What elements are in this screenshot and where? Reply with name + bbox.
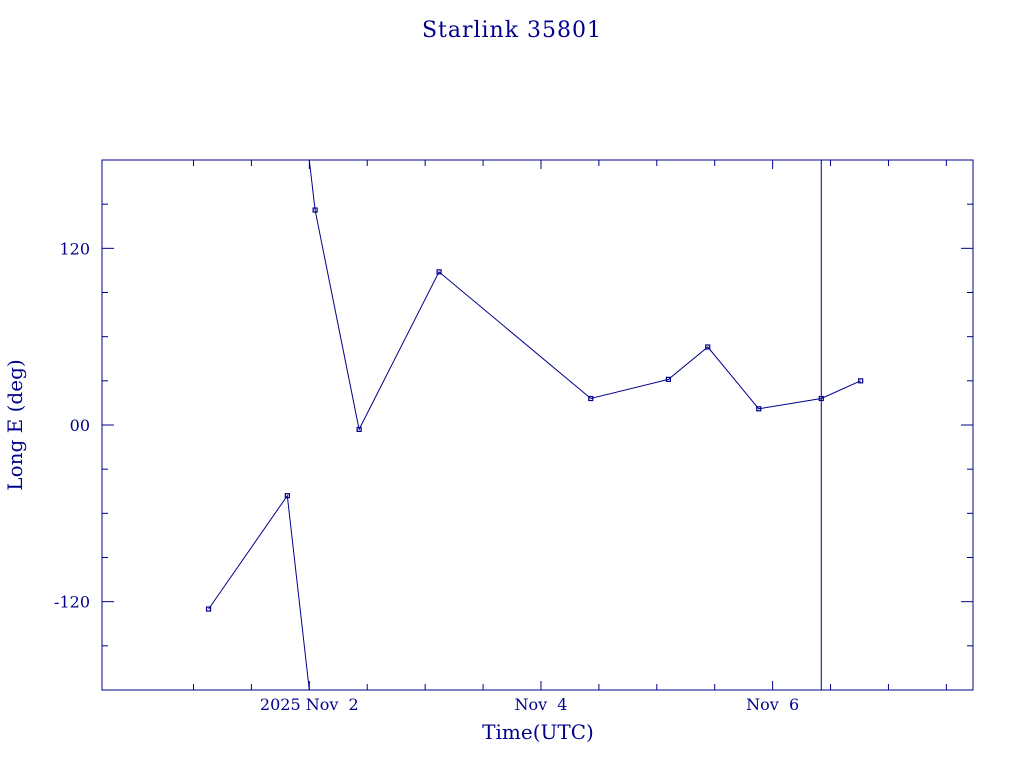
y-tick-label: 120 — [59, 239, 90, 258]
y-tick-label: -120 — [54, 593, 90, 612]
y-axis-label: Long E (deg) — [3, 359, 27, 490]
chart-title: Starlink 35801 — [422, 18, 602, 43]
data-point — [858, 378, 864, 384]
series-line-segment-2 — [308, 159, 861, 431]
data-point — [436, 269, 442, 275]
data-point — [588, 395, 594, 402]
data-point — [205, 606, 212, 612]
x-tick-label: Nov 4 — [514, 695, 567, 714]
data-point — [356, 426, 362, 433]
data-point — [756, 406, 762, 412]
data-point — [705, 344, 711, 350]
plot-frame — [101, 159, 974, 691]
x-tick-label: Nov 6 — [746, 695, 799, 714]
data-marks — [205, 159, 864, 691]
y-tick-label: 00 — [70, 416, 90, 435]
data-point — [665, 376, 671, 382]
series-line-segment-1 — [208, 494, 310, 691]
data-point — [284, 493, 290, 499]
x-tick-label: 2025 Nov 2 — [260, 695, 359, 714]
data-point — [818, 395, 824, 402]
x-axis-label: Time(UTC) — [482, 720, 594, 744]
data-point — [312, 207, 318, 213]
ticks — [102, 160, 973, 690]
tick-labels: 2025 Nov 2 Nov 4 Nov 6 120 00 -120 — [54, 239, 799, 714]
